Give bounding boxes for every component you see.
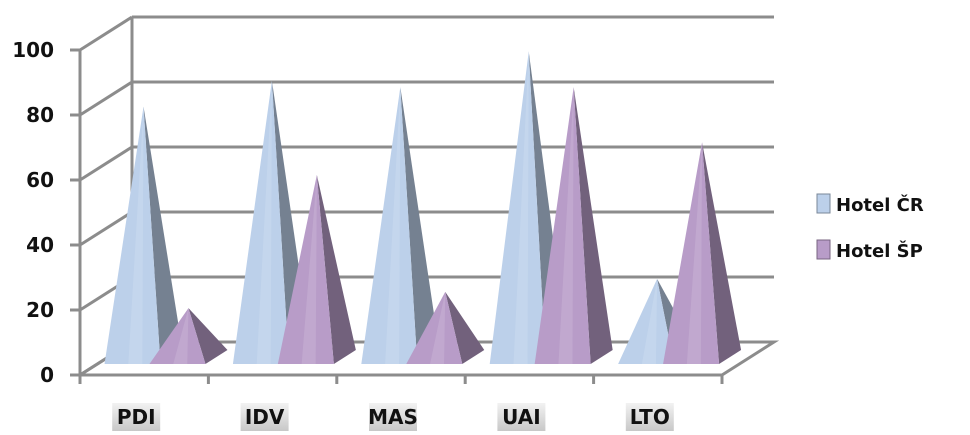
x-category-label: LTO xyxy=(625,403,674,431)
pyramid-front-face xyxy=(104,106,161,365)
pyramid-bar: Hotel ČR MAS: 84 xyxy=(361,87,440,365)
pyramid-front-face xyxy=(618,278,675,364)
pyramid-front-face xyxy=(406,291,463,364)
y-tick-label: 80 xyxy=(26,103,54,127)
pyramid-front-face xyxy=(489,51,546,365)
x-category-label: MAS xyxy=(368,403,418,431)
pyramid-front-face xyxy=(361,87,418,365)
pyramid-bar: Hotel ŠP LTO: 67 xyxy=(663,142,742,364)
x-category-label-bg xyxy=(240,403,289,431)
pyramid-highlight xyxy=(128,106,144,365)
pyramid-highlight xyxy=(641,278,658,364)
pyramid-side-face xyxy=(143,106,183,365)
pyramid-bar: Hotel ČR PDI: 78 xyxy=(104,106,183,365)
legend-swatch xyxy=(816,239,831,260)
x-category-label: UAI xyxy=(497,403,546,431)
y-tick-label: 20 xyxy=(26,298,54,322)
legend-label: Hotel ŠP xyxy=(836,240,923,262)
pyramid-highlight xyxy=(513,51,529,365)
pyramid-front-face xyxy=(149,308,206,364)
pyramid-highlight xyxy=(173,308,189,364)
legend: Hotel ČR Hotel ŠP xyxy=(816,193,924,262)
gridline-side xyxy=(79,80,133,117)
pyramid-bars: Hotel ČR PDI: 78Hotel ŠP PDI: 16 Hotel ČR… xyxy=(104,51,742,365)
legend-entry: Hotel ŠP xyxy=(816,239,923,262)
gridline-side xyxy=(79,145,133,182)
pyramid-bar: Hotel ŠP UAI: 84 xyxy=(534,87,613,365)
pyramid-bar: Hotel ŠP MAS: 21 xyxy=(406,291,485,364)
x-category-label: IDV xyxy=(240,403,289,431)
pyramid-front-face xyxy=(663,142,720,364)
gridline-side xyxy=(79,15,133,52)
y-tick-label: 60 xyxy=(26,168,54,192)
pyramid-front-face xyxy=(232,80,289,365)
y-axis-tick-labels: 0 20 40 60 80 100 xyxy=(12,38,54,387)
gridline-side xyxy=(79,210,133,247)
x-category-text: MAS xyxy=(368,405,418,429)
x-category-label-bg xyxy=(497,403,546,431)
legend-label: Hotel ČR xyxy=(836,194,924,216)
x-axis-category-labels: PDI IDV MAS UAI LTO xyxy=(112,403,674,431)
pyramid-highlight xyxy=(301,174,317,364)
pyramid-bar: Hotel ŠP IDV: 57 xyxy=(277,174,356,364)
pyramid-side-face xyxy=(445,291,485,364)
x-category-text: IDV xyxy=(245,405,285,429)
x-category-label-bg xyxy=(369,403,417,431)
gridlines xyxy=(79,15,774,377)
legend-swatch xyxy=(816,193,831,214)
x-category-label: PDI xyxy=(112,403,161,431)
pyramid-front-face xyxy=(277,174,334,364)
x-category-label-bg xyxy=(112,403,161,431)
pyramid-side-face xyxy=(188,308,228,364)
x-category-text: PDI xyxy=(117,405,156,429)
x-category-text: LTO xyxy=(630,405,670,429)
pyramid-side-face xyxy=(702,142,742,364)
y-tick-label: 100 xyxy=(12,38,54,62)
pyramid-highlight xyxy=(430,291,446,364)
legend-entry: Hotel ČR xyxy=(816,193,924,216)
pyramid-front-face xyxy=(534,87,591,365)
pyramid-side-face xyxy=(316,174,356,364)
pyramid-highlight xyxy=(385,87,401,365)
x-category-text: UAI xyxy=(502,405,541,429)
x-category-label-bg xyxy=(625,403,674,431)
pyramid-side-face xyxy=(400,87,440,365)
pyramid-bar: Hotel ŠP PDI: 16 xyxy=(149,308,228,364)
pyramid-highlight xyxy=(558,87,574,365)
y-tick-label: 0 xyxy=(40,363,54,387)
pyramid-side-face xyxy=(573,87,613,365)
pyramid-highlight xyxy=(686,142,703,364)
pyramid-highlight xyxy=(256,80,272,365)
y-tick-label: 40 xyxy=(26,233,54,257)
